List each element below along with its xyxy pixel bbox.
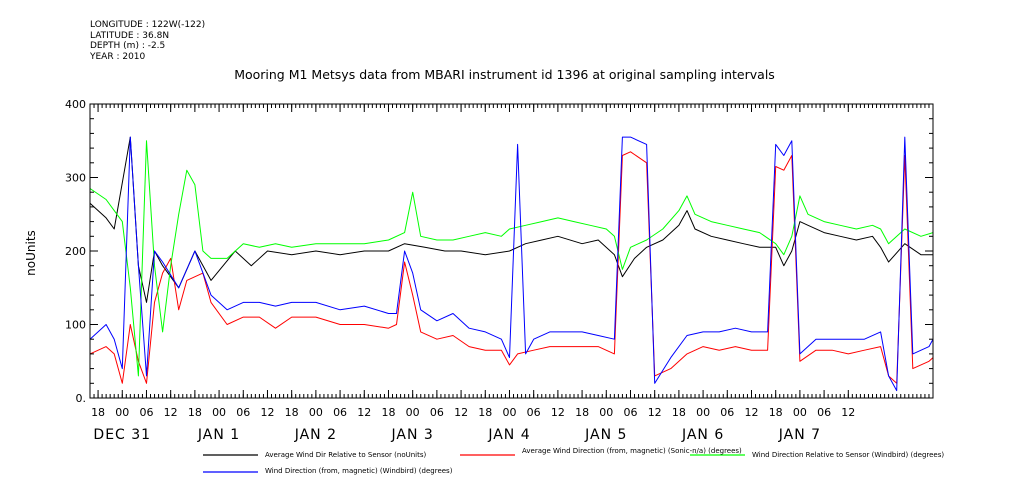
y-tick-label: 300 [65,172,86,185]
x-tick-label: 18 [381,406,395,419]
longitude-text: LONGITUDE : 122W(-122) [90,20,206,30]
legend-label: Average Wind Direction (from, magnetic) … [522,447,742,455]
chart-title: Mooring M1 Metsys data from MBARI instru… [234,67,775,82]
y-tick-label: 400 [65,98,86,111]
x-tick-label: 06 [817,406,831,419]
x-tick-label: 06 [236,406,250,419]
x-tick-label: 06 [527,406,541,419]
x-tick-label: 06 [430,406,444,419]
x-tick-label: 18 [91,406,105,419]
x-day-label: JAN 7 [778,427,821,443]
y-tick-label: 200 [65,245,86,258]
axis-layer: 18 00 06 12 18 00 06 12 18 00 06 12 18 00 06 12 18 00 06 12… [65,98,934,473]
x-tick-label: 12 [744,406,758,419]
plot-frame [89,103,934,399]
metadata-block: LONGITUDE : 122W(-122) LATITUDE : 36.8N … [90,20,205,62]
x-tick-label: 18 [769,406,783,419]
x-tick-label: 12 [454,406,468,419]
year-text: YEAR : 2010 [90,51,146,62]
x-tick-label: 06 [623,406,637,419]
legend-label: Wind Direction (from, magnetic) (Windbir… [265,467,453,475]
x-tick-label: 12 [841,406,855,419]
x-day-label: JAN 2 [294,427,337,443]
x-day-label: JAN 6 [681,427,724,443]
series-layer [89,136,934,392]
x-tick-label: 18 [478,406,492,419]
x-tick-label: 00 [502,406,516,419]
x-day-label: JAN 1 [197,427,240,443]
x-tick-label: 00 [696,406,710,419]
depth-text: DEPTH (m) : -2.5 [90,41,166,51]
x-tick-label: 00 [309,406,323,419]
x-tick-label: 18 [285,406,299,419]
x-tick-label: 00 [599,406,613,419]
x-tick-label: 06 [139,406,153,419]
x-tick-label: 12 [260,406,274,419]
x-tick-label: 00 [212,406,226,419]
x-day-label: JAN 3 [391,427,434,443]
x-tick-label: 00 [115,406,129,419]
x-tick-label: 12 [357,406,371,419]
y-tick-label: 100 [65,319,86,332]
x-tick-label: 12 [648,406,662,419]
legend-label: Wind Direction Relative to Sensor (Windb… [752,451,945,459]
x-day-label: DEC 31 [93,427,151,443]
legend-label: Average Wind Dir Relative to Sensor (noU… [265,451,427,459]
x-tick-label: 00 [793,406,807,419]
x-day-label: JAN 5 [584,427,627,443]
x-tick-label: 12 [164,406,178,419]
x-tick-label: 18 [672,406,686,419]
y-tick-label: 0. [76,392,87,405]
x-day-label: JAN 4 [487,427,530,443]
series-line-4 [89,136,934,392]
x-tick-label: 18 [575,406,589,419]
x-tick-label: 06 [720,406,734,419]
series-line-2 [89,151,934,384]
x-tick-label: 06 [333,406,347,419]
x-tick-label: 12 [551,406,565,419]
x-tick-label: 18 [188,406,202,419]
series-line-1 [89,136,933,303]
series-line-3 [89,140,934,377]
x-tick-label: 00 [406,406,420,419]
latitude-text: LATITUDE : 36.8N [90,30,170,41]
